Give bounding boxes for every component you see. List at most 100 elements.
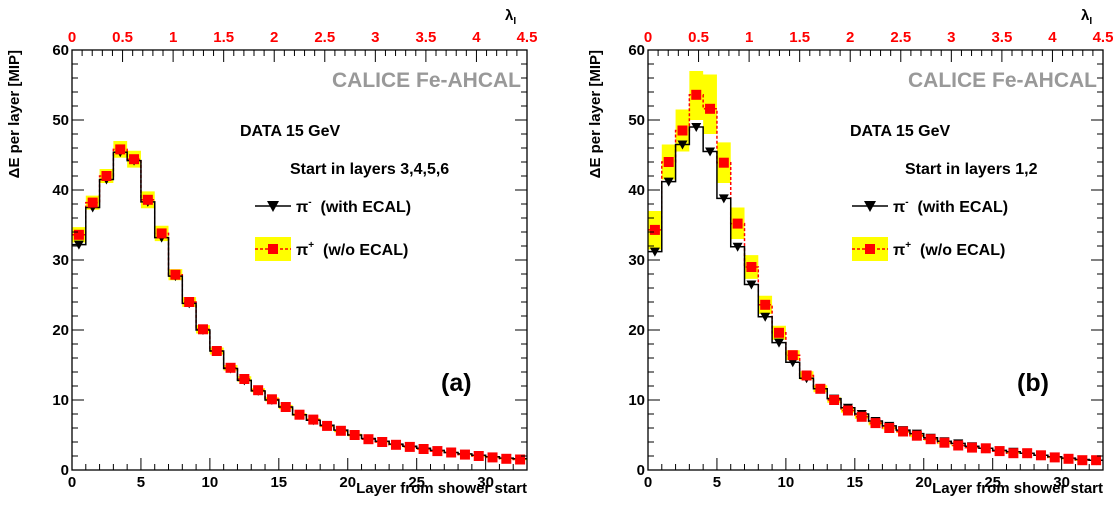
pi-plus-point xyxy=(391,439,402,450)
legend-pi-plus-text: (w/o ECAL) xyxy=(314,242,408,259)
calice-brand: CALICE Fe-AHCAL xyxy=(332,69,521,92)
legend-pi-minus: π- (with ECAL) xyxy=(852,197,1008,216)
band-layer xyxy=(648,71,1103,461)
x-tick-label: 30 xyxy=(1053,474,1070,491)
x-tick-label: 25 xyxy=(984,474,1001,491)
pi-minus-point xyxy=(787,358,798,368)
pi-plus-point xyxy=(994,446,1005,457)
x-tick-label: 10 xyxy=(202,474,219,491)
tick-layer xyxy=(647,49,1104,471)
top-tick-label: 1.5 xyxy=(789,29,810,46)
legend-pi-minus: π- (with ECAL) xyxy=(255,197,411,216)
pi-plus-point xyxy=(1049,452,1060,463)
top-tick-label: 4 xyxy=(472,29,481,46)
pi-plus-point xyxy=(432,446,443,457)
y-tick-label: 30 xyxy=(52,252,69,269)
pi-plus-point xyxy=(501,453,512,464)
top-tick-label: 3 xyxy=(371,29,379,46)
y-tick-label: 0 xyxy=(637,462,645,479)
y-tick-label: 20 xyxy=(628,322,645,339)
pi-plus-point xyxy=(142,194,153,205)
legend-pi-plus: π+ (w/o ECAL) xyxy=(852,237,1005,261)
top-axis-title: λI xyxy=(1081,7,1092,27)
legend-pi-minus-text: (with ECAL) xyxy=(312,199,412,216)
legend-pi-plus-marker xyxy=(865,244,875,254)
y-axis-title: ΔE per layer [MIP] xyxy=(6,50,23,178)
top-tick-label: 0.5 xyxy=(112,29,133,46)
legend-pi-minus-symbol: π xyxy=(296,199,308,216)
pi-plus-point xyxy=(815,383,826,394)
pi-plus-point xyxy=(898,426,909,437)
x-tick-label: 10 xyxy=(778,474,795,491)
tick-layer xyxy=(71,49,528,471)
top-tick-label: 4 xyxy=(1048,29,1057,46)
pi-plus-uncertainty-band xyxy=(648,71,1103,461)
x-tick-label: 15 xyxy=(846,474,863,491)
pi-plus-point xyxy=(773,327,784,338)
legend-pi-plus-charge: + xyxy=(308,240,314,251)
top-tick-label: 3.5 xyxy=(415,29,436,46)
pi-plus-point xyxy=(156,228,167,239)
legend-pi-plus-label: π+ (w/o ECAL) xyxy=(296,240,408,259)
pi-minus-point xyxy=(718,194,729,204)
pi-plus-point xyxy=(1091,455,1102,466)
y-tick-label: 30 xyxy=(628,252,645,269)
pi-plus-histogram-line xyxy=(648,94,1103,461)
top-tick-label: 0 xyxy=(644,29,652,46)
lambda-subscript: I xyxy=(513,16,516,27)
legend-pi-plus-symbol: π xyxy=(296,242,308,259)
legend-pi-plus-symbol: π xyxy=(893,242,905,259)
pi-plus-point xyxy=(87,197,98,208)
legend-pi-plus-text: (w/o ECAL) xyxy=(911,242,1005,259)
panel-label-b: (b) xyxy=(1017,369,1049,397)
pi-plus-point xyxy=(1063,453,1074,464)
pi-plus-point xyxy=(184,297,195,307)
pi-plus-point xyxy=(980,443,991,454)
pi-plus-point xyxy=(197,324,208,335)
pi-plus-point xyxy=(746,262,757,272)
legend-pi-plus-label: π+ (w/o ECAL) xyxy=(893,240,1005,259)
y-tick-label: 0 xyxy=(61,462,69,479)
y-tick-label: 60 xyxy=(628,42,645,59)
top-tick-label: 2 xyxy=(270,29,278,46)
pi-minus-point xyxy=(705,147,716,157)
marker-layer xyxy=(649,89,1102,466)
top-tick-label: 1.5 xyxy=(213,29,234,46)
pi-minus-point xyxy=(746,280,757,290)
pi-plus-point xyxy=(925,434,936,445)
top-tick-label: 2.5 xyxy=(890,29,911,46)
pi-minus-point xyxy=(732,242,743,252)
pi-plus-point xyxy=(856,411,867,422)
pi-plus-point xyxy=(870,418,881,429)
pi-plus-point xyxy=(487,452,498,463)
pi-plus-point xyxy=(129,154,140,165)
top-tick-label: 2.5 xyxy=(314,29,335,46)
legend-pi-plus-marker xyxy=(268,244,278,254)
legend-pi-minus-marker xyxy=(267,201,279,212)
y-tick-label: 60 xyxy=(52,42,69,59)
pi-plus-point xyxy=(322,420,333,431)
pi-plus-point xyxy=(280,402,291,412)
calice-brand: CALICE Fe-AHCAL xyxy=(908,69,1097,92)
pi-plus-point xyxy=(649,224,660,235)
start-layers-annotation: Start in layers 1,2 xyxy=(905,161,1038,178)
x-tick-label: 5 xyxy=(137,474,145,491)
histogram-layer xyxy=(648,94,1103,461)
pi-plus-point xyxy=(732,218,743,229)
pi-plus-point xyxy=(1077,455,1088,466)
top-tick-label: 1 xyxy=(169,29,177,46)
pi-plus-point xyxy=(953,440,964,451)
plot-frame xyxy=(71,49,528,471)
pi-plus-point xyxy=(760,299,771,310)
pi-plus-point xyxy=(266,394,277,405)
y-axis-title: ΔE per layer [MIP] xyxy=(587,50,604,178)
pi-plus-point xyxy=(787,350,798,361)
pi-plus-point xyxy=(705,103,716,114)
pi-plus-point xyxy=(404,441,415,452)
y-tick-label: 40 xyxy=(628,182,645,199)
pi-minus-point xyxy=(773,338,784,348)
pi-plus-point xyxy=(677,125,688,136)
